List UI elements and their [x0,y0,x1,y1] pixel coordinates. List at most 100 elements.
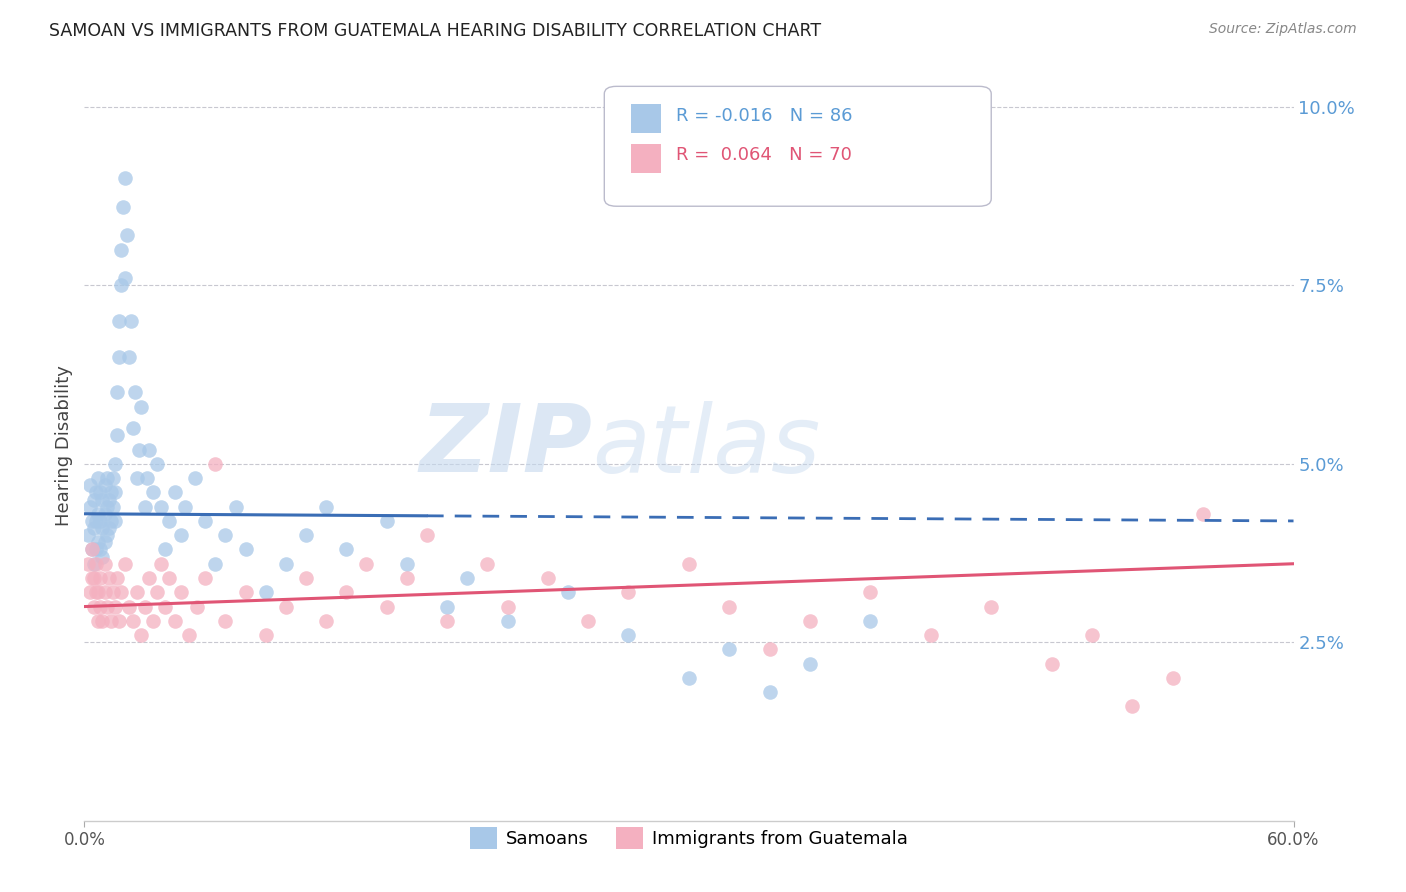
Point [125,585,148,599]
Point [157,514,180,528]
Point [149,557,172,571]
Point [235,542,257,557]
Point [77,557,100,571]
Point [101,585,124,599]
Point [170,528,193,542]
Point [135,471,157,485]
Point [1161,671,1184,685]
Point [101,500,124,514]
Text: ZIP: ZIP [419,400,592,492]
Point [477,557,499,571]
Point [214,614,236,628]
Point [83,571,105,585]
Point [1081,628,1104,642]
Text: R = -0.016   N = 86: R = -0.016 N = 86 [676,107,852,125]
Point [83,521,105,535]
Point [179,628,201,642]
Point [204,557,226,571]
Point [174,500,197,514]
Point [920,628,942,642]
Point [153,542,176,557]
Point [118,599,141,614]
Point [104,485,127,500]
Point [678,671,700,685]
Point [980,599,1002,614]
Point [165,614,187,628]
Point [315,614,337,628]
Point [194,514,217,528]
Point [214,528,236,542]
Point [100,514,122,528]
Point [110,278,132,293]
Point [87,507,110,521]
Point [799,614,821,628]
Point [97,571,120,585]
Point [114,171,136,186]
Point [184,471,207,485]
Point [436,599,458,614]
Text: SAMOAN VS IMMIGRANTS FROM GUATEMALA HEARING DISABILITY CORRELATION CHART: SAMOAN VS IMMIGRANTS FROM GUATEMALA HEAR… [49,22,821,40]
Point [146,585,169,599]
Point [186,599,208,614]
Point [129,400,152,414]
Point [128,442,150,457]
Point [104,514,127,528]
Point [91,492,114,507]
Point [97,521,120,535]
Point [395,571,418,585]
Point [274,557,297,571]
Point [142,614,165,628]
Point [93,478,115,492]
Point [678,557,700,571]
Point [107,350,129,364]
Point [134,500,156,514]
Point [93,557,115,571]
Text: Source: ZipAtlas.com: Source: ZipAtlas.com [1209,22,1357,37]
Point [395,557,418,571]
Point [153,599,176,614]
Point [110,585,132,599]
Point [115,228,138,243]
Legend: Samoans, Immigrants from Guatemala: Samoans, Immigrants from Guatemala [463,820,915,856]
Point [101,471,124,485]
Point [125,471,148,485]
Point [496,599,519,614]
Point [100,485,122,500]
Point [118,350,141,364]
Point [537,571,560,585]
Point [105,428,128,442]
Point [170,585,193,599]
Point [107,614,129,628]
Point [138,571,160,585]
Point [375,514,398,528]
Point [114,557,136,571]
Point [315,500,337,514]
Point [86,514,108,528]
Point [718,642,741,657]
Point [89,542,111,557]
Point [496,614,519,628]
Point [274,599,297,614]
Point [105,571,128,585]
Point [96,500,118,514]
Point [83,492,105,507]
Point [83,599,105,614]
Text: R =  0.064   N = 70: R = 0.064 N = 70 [676,146,852,164]
Point [87,585,110,599]
Point [335,542,357,557]
Point [114,271,136,285]
Point [149,500,172,514]
Point [165,485,187,500]
Point [576,614,599,628]
Point [91,521,114,535]
Point [617,628,640,642]
Point [146,457,169,471]
Point [82,514,104,528]
Point [79,585,101,599]
Point [86,585,108,599]
Point [104,599,127,614]
Point [89,514,111,528]
Point [82,571,104,585]
Point [104,457,127,471]
Point [89,599,111,614]
